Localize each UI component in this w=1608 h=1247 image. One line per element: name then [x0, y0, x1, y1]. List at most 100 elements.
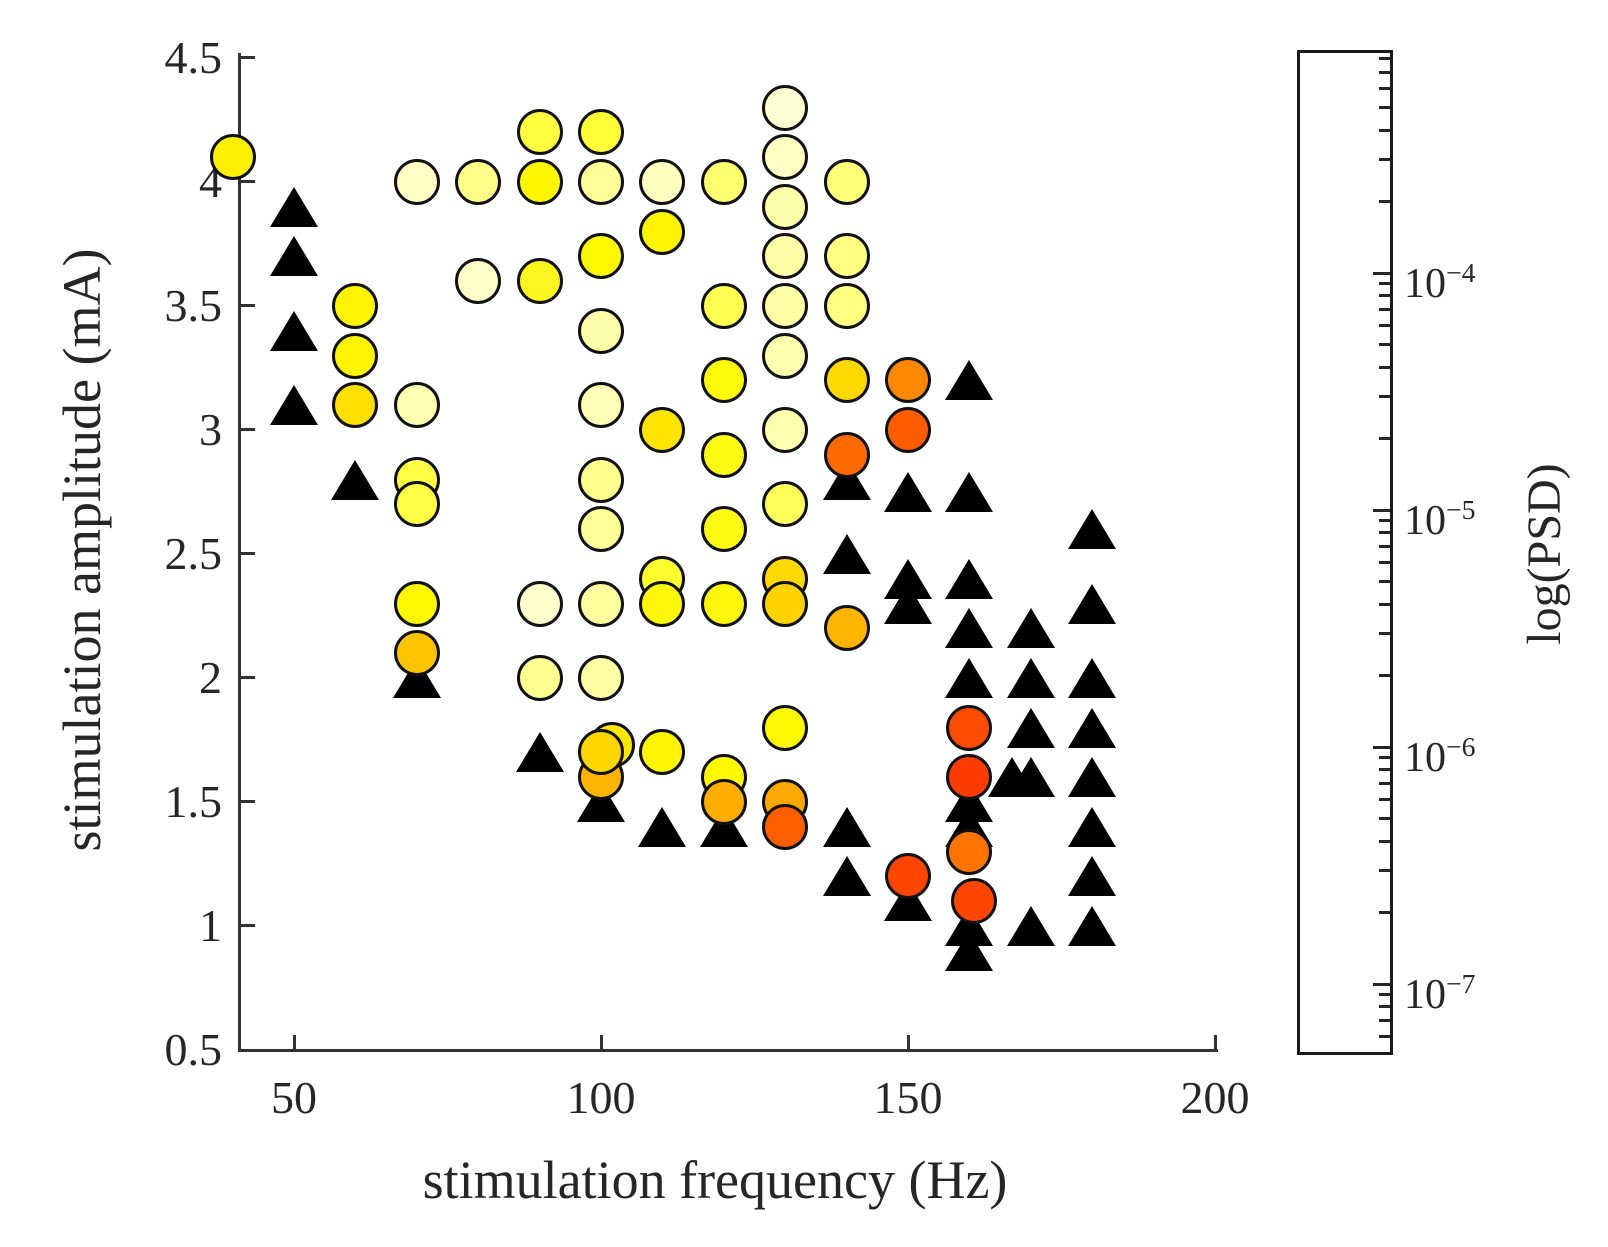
scatter-triangle — [1068, 806, 1117, 847]
y-tick-label: 4 — [199, 155, 222, 207]
scatter-triangle — [1068, 905, 1117, 946]
scatter-circle — [639, 580, 686, 627]
scatter-circle — [516, 580, 563, 627]
colorbar-minor-tick — [1379, 87, 1390, 91]
scatter-circle — [516, 158, 563, 205]
scatter-circle — [946, 704, 993, 751]
colorbar-minor-tick — [1379, 531, 1390, 535]
colorbar-minor-tick — [1379, 839, 1390, 843]
x-axis-label: stimulation frequency (Hz) — [422, 1150, 1008, 1210]
scatter-triangle — [884, 471, 932, 512]
scatter-circle — [332, 282, 379, 329]
scatter-circle — [762, 233, 809, 280]
scatter-circle — [762, 282, 809, 329]
scatter-circle — [823, 357, 870, 404]
scatter-triangle — [822, 806, 871, 847]
y-tick-label: 1.5 — [164, 775, 223, 827]
colorbar-minor-tick — [1379, 71, 1390, 75]
scatter-circle — [578, 506, 625, 553]
x-axis-tick — [599, 1035, 603, 1049]
y-axis-tick — [241, 428, 255, 432]
x-tick-label: 50 — [271, 1072, 318, 1123]
scatter-circle — [578, 158, 625, 205]
scatter-triangle — [945, 657, 994, 698]
colorbar-minor-tick — [1379, 869, 1390, 873]
colorbar-minor-tick — [1379, 768, 1390, 772]
colorbar-minor-tick — [1379, 519, 1390, 523]
scatter-triangle — [945, 608, 994, 649]
scatter-circle — [700, 580, 747, 627]
y-tick-label: 2 — [199, 651, 222, 703]
scatter-circle — [946, 754, 993, 801]
scatter-circle — [762, 84, 809, 131]
scatter-circle — [332, 382, 379, 429]
scatter-circle — [578, 109, 625, 156]
colorbar-minor-tick — [1379, 128, 1390, 132]
y-axis-tick — [241, 800, 255, 804]
colorbar-minor-tick — [1379, 395, 1390, 399]
y-axis-tick — [241, 676, 255, 680]
scatter-circle — [700, 778, 747, 825]
y-tick-label: 1 — [199, 899, 222, 951]
scatter-circle — [578, 307, 625, 354]
scatter-circle — [762, 183, 809, 230]
colorbar-minor-tick — [1379, 782, 1390, 786]
scatter-triangle — [270, 236, 319, 277]
x-axis-tick — [292, 1035, 296, 1049]
scatter-triangle — [1006, 707, 1055, 748]
colorbar-minor-tick — [1379, 674, 1390, 678]
scatter-circle — [762, 406, 809, 453]
x-tick-label: 200 — [1180, 1072, 1250, 1123]
x-axis-tick — [1213, 1035, 1217, 1049]
scatter-circle — [578, 580, 625, 627]
colorbar-minor-tick — [1379, 105, 1390, 109]
y-axis-tick — [241, 56, 255, 60]
colorbar-minor-tick — [1379, 1035, 1390, 1039]
colorbar-major-tick — [1373, 982, 1390, 986]
scatter-triangle — [945, 558, 994, 599]
scatter-circle — [762, 580, 809, 627]
scatter-circle — [455, 158, 502, 205]
scatter-circle — [393, 580, 440, 627]
scatter-circle — [946, 828, 993, 875]
scatter-circle — [578, 456, 625, 503]
y-axis-tick — [241, 552, 255, 556]
scatter-circle — [639, 208, 686, 255]
scatter-triangle — [1068, 707, 1117, 748]
scatter-triangle — [1006, 608, 1055, 649]
colorbar-major-tick — [1373, 271, 1390, 275]
colorbar-minor-tick — [1379, 816, 1390, 820]
y-tick-label: 0.5 — [164, 1024, 223, 1075]
scatter-circle — [700, 506, 747, 553]
colorbar-axis-label: log(PSD) — [1518, 463, 1571, 645]
x-tick-label: 150 — [873, 1072, 943, 1123]
scatter-circle — [455, 258, 502, 305]
scatter-circle — [885, 357, 931, 404]
y-axis-tick — [241, 304, 255, 308]
colorbar-minor-tick — [1379, 911, 1390, 915]
colorbar-minor-tick — [1379, 294, 1390, 298]
scatter-triangle — [270, 186, 319, 227]
scatter-triangle — [1006, 757, 1055, 798]
scatter-circle — [700, 431, 747, 478]
x-axis-tick — [906, 1035, 910, 1049]
scatter-circle — [885, 406, 931, 453]
colorbar-major-tick — [1373, 745, 1390, 749]
colorbar-minor-tick — [1379, 545, 1390, 549]
colorbar-minor-tick — [1379, 602, 1390, 606]
x-tick-label: 100 — [566, 1072, 636, 1123]
scatter-triangle — [1068, 509, 1117, 550]
scatter-circle — [950, 878, 997, 925]
scatter-triangle — [1068, 583, 1117, 624]
scatter-triangle — [822, 856, 871, 897]
x-axis-spine — [238, 1049, 1218, 1052]
scatter-circle — [393, 481, 440, 528]
colorbar-tick-label: 10−4 — [1404, 257, 1476, 307]
scatter-circle — [578, 382, 625, 429]
scatter-triangle — [945, 471, 994, 512]
colorbar-minor-tick — [1379, 632, 1390, 636]
scatter-circle — [393, 630, 440, 677]
colorbar-minor-tick — [1379, 324, 1390, 328]
colorbar-minor-tick — [1379, 158, 1390, 162]
y-tick-label: 2.5 — [164, 527, 223, 579]
